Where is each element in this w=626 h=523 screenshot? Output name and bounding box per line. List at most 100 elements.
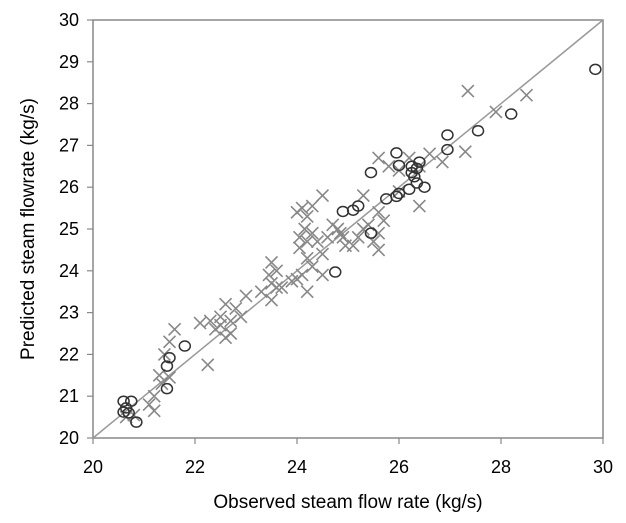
- data-point-circle: [336, 205, 350, 218]
- y-tick-label: 28: [59, 94, 79, 114]
- y-tick-label: 22: [59, 344, 79, 364]
- data-point-cross: [377, 214, 391, 228]
- data-point-cross: [326, 218, 340, 232]
- data-point-circle: [418, 181, 431, 193]
- data-point-circle: [402, 183, 416, 196]
- x-axis-label: Observed steam flow rate (kg/s): [213, 492, 482, 513]
- data-point-cross: [219, 331, 233, 345]
- data-point-cross: [458, 145, 472, 159]
- data-point-cross: [300, 209, 314, 224]
- data-point-circle: [130, 416, 143, 428]
- data-point-cross: [290, 205, 304, 219]
- data-point-circle: [504, 108, 518, 120]
- data-point-circle: [364, 166, 378, 179]
- x-tick-label: 20: [83, 457, 103, 477]
- data-point-cross: [254, 285, 268, 299]
- data-point-cross: [356, 222, 370, 236]
- y-tick-label: 30: [59, 10, 79, 30]
- data-point-cross: [423, 147, 437, 161]
- x-tick-label: 22: [185, 457, 205, 477]
- data-point-cross: [157, 347, 171, 361]
- data-point-cross: [213, 310, 228, 324]
- data-point-cross: [239, 289, 253, 303]
- data-point-cross: [298, 222, 312, 236]
- data-point-cross: [315, 268, 330, 282]
- data-point-cross: [264, 255, 279, 270]
- data-point-cross: [372, 151, 386, 165]
- y-tick-label: 23: [59, 303, 79, 323]
- data-point-cross: [224, 314, 238, 328]
- y-tick-label: 24: [59, 261, 79, 281]
- data-point-circle: [122, 407, 135, 419]
- data-point-cross: [270, 264, 284, 278]
- data-point-cross: [310, 234, 324, 249]
- data-point-circle: [408, 171, 421, 183]
- data-point-circle: [329, 266, 342, 278]
- data-point-circle: [392, 187, 406, 200]
- reference-line-y-equals-x: [92, 19, 604, 439]
- data-point-cross: [435, 155, 449, 169]
- data-point-cross: [285, 274, 299, 288]
- data-point-cross: [229, 301, 243, 315]
- data-point-cross: [412, 199, 426, 213]
- data-point-cross: [338, 239, 353, 253]
- data-point-circle: [178, 340, 192, 352]
- data-point-cross: [142, 397, 156, 412]
- y-tick-label: 26: [59, 177, 79, 197]
- data-point-cross: [270, 280, 284, 295]
- data-point-cross: [219, 297, 233, 311]
- data-point-cross: [305, 226, 319, 240]
- data-point-circle: [392, 159, 406, 172]
- data-point-cross: [292, 241, 307, 255]
- data-point-cross: [262, 268, 276, 282]
- data-point-cross: [162, 335, 177, 349]
- data-point-cross: [147, 404, 161, 418]
- data-point-cross: [372, 243, 386, 257]
- y-tick-label: 25: [59, 219, 79, 239]
- y-tick-label: 20: [59, 428, 79, 448]
- data-point-cross: [152, 368, 166, 382]
- data-point-cross: [234, 310, 248, 324]
- data-point-cross: [372, 205, 386, 219]
- data-point-cross: [155, 377, 169, 391]
- data-point-cross: [351, 230, 365, 244]
- data-point-cross: [382, 159, 396, 173]
- data-point-circle: [117, 395, 130, 407]
- x-tick-label: 30: [593, 457, 613, 477]
- data-point-cross: [300, 251, 314, 265]
- data-point-circle: [589, 63, 602, 76]
- data-point-circle: [117, 406, 130, 418]
- data-point-cross: [489, 105, 503, 119]
- data-point-cross: [300, 234, 314, 249]
- data-point-cross: [168, 322, 182, 336]
- data-point-cross: [461, 84, 475, 98]
- y-tick-label: 29: [59, 52, 79, 72]
- y-tick-label: 27: [59, 135, 79, 155]
- data-point-cross: [292, 230, 307, 244]
- data-point-circle: [160, 382, 174, 395]
- data-point-circle: [390, 147, 403, 159]
- data-point-cross: [305, 260, 319, 274]
- x-tick-label: 28: [491, 457, 511, 477]
- data-point-circle: [441, 143, 454, 156]
- data-point-cross: [315, 188, 330, 203]
- data-point-cross: [203, 314, 217, 328]
- data-point-circle: [160, 360, 174, 372]
- data-point-cross: [264, 293, 279, 307]
- data-point-circle: [441, 129, 454, 141]
- data-point-circle: [471, 125, 485, 137]
- data-point-cross: [305, 199, 319, 213]
- data-point-cross: [321, 230, 335, 244]
- data-point-circle: [413, 156, 426, 168]
- data-point-cross: [300, 285, 314, 299]
- data-point-cross: [356, 188, 370, 203]
- x-tick-label: 24: [287, 457, 307, 477]
- x-tick-label: 26: [389, 457, 409, 477]
- data-point-cross: [208, 322, 222, 336]
- data-point-cross: [519, 88, 534, 102]
- data-point-circle: [163, 351, 176, 364]
- data-point-cross: [193, 316, 207, 330]
- data-point-circle: [380, 193, 393, 205]
- data-point-cross: [147, 389, 161, 403]
